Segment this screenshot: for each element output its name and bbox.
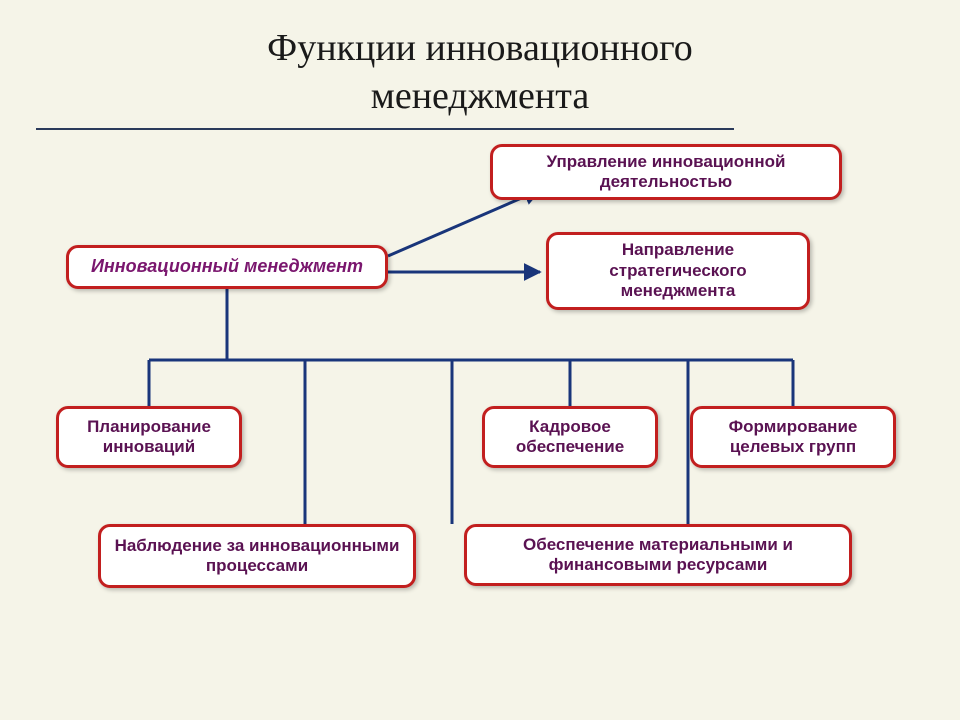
slide-title-line2: менеджмента	[0, 74, 960, 118]
title-underline	[36, 128, 734, 130]
node-label: Наблюдение за инновационными процессами	[111, 536, 403, 577]
slide-title-line1: Функции инновационного	[0, 26, 960, 70]
node-innovation-planning: Планирование инноваций	[56, 406, 242, 468]
node-material-financial-resources: Обеспечение материальными и финансовыми …	[464, 524, 852, 586]
node-label: Формирование целевых групп	[703, 417, 883, 458]
node-label: Кадровое обеспечение	[495, 417, 645, 458]
node-strategic-mgmt-direction: Направление стратегического менеджмента	[546, 232, 810, 310]
node-hr-provision: Кадровое обеспечение	[482, 406, 658, 468]
node-innovation-activity-mgmt: Управление инновационной деятельностью	[490, 144, 842, 200]
node-label: Направление стратегического менеджмента	[559, 240, 797, 301]
node-target-groups-formation: Формирование целевых групп	[690, 406, 896, 468]
node-label: Планирование инноваций	[69, 417, 229, 458]
node-process-observation: Наблюдение за инновационными процессами	[98, 524, 416, 588]
node-label: Управление инновационной деятельностью	[503, 152, 829, 193]
node-label: Инновационный менеджмент	[91, 256, 363, 278]
node-innovation-management: Инновационный менеджмент	[66, 245, 388, 289]
node-label: Обеспечение материальными и финансовыми …	[477, 535, 839, 576]
